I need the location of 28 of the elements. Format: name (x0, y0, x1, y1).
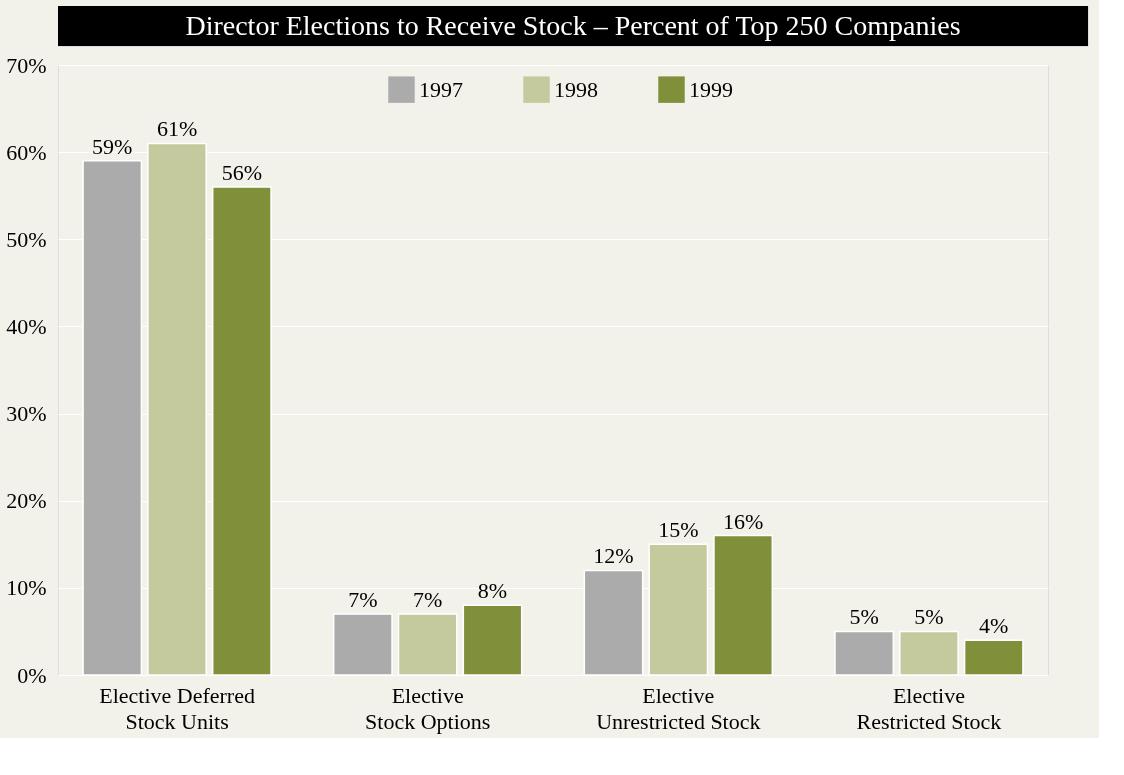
legend-label: 1997 (419, 76, 463, 102)
data-label: 59% (92, 133, 133, 159)
data-label: 5% (914, 604, 944, 630)
data-label: 56% (221, 160, 263, 185)
data-label: 7% (348, 587, 378, 612)
y-tick-label: 70% (6, 52, 47, 78)
data-label: 5% (849, 604, 879, 630)
legend-label: 1998 (554, 76, 598, 102)
y-tick-label: 0% (17, 662, 47, 688)
y-tick-label: 50% (6, 226, 47, 252)
x-tick-label: Elective Restricted Stock (856, 682, 1002, 734)
data-label: 7% (413, 587, 443, 612)
data-label: 61% (156, 116, 198, 142)
y-tick-label: 40% (6, 313, 47, 339)
data-label: 12% (593, 543, 634, 569)
data-label: 15% (658, 517, 699, 543)
data-label: 4% (979, 613, 1009, 639)
data-label: 16% (722, 508, 764, 534)
x-tick-label: Elective Deferred Stock Units (99, 682, 255, 734)
y-tick-label: 10% (6, 575, 47, 601)
x-tick-label: Elective Stock Options (365, 682, 491, 734)
data-label: 8% (477, 578, 508, 604)
y-tick-label: 30% (6, 401, 47, 427)
x-tick-label: Elective Unrestricted Stock (596, 682, 761, 734)
y-tick-label: 60% (6, 139, 47, 165)
y-tick-label: 20% (6, 488, 47, 514)
legend-label: 1999 (689, 76, 733, 102)
chart-title: Director Elections to Receive Stock – Percent of Top 250 Companies (185, 10, 961, 41)
